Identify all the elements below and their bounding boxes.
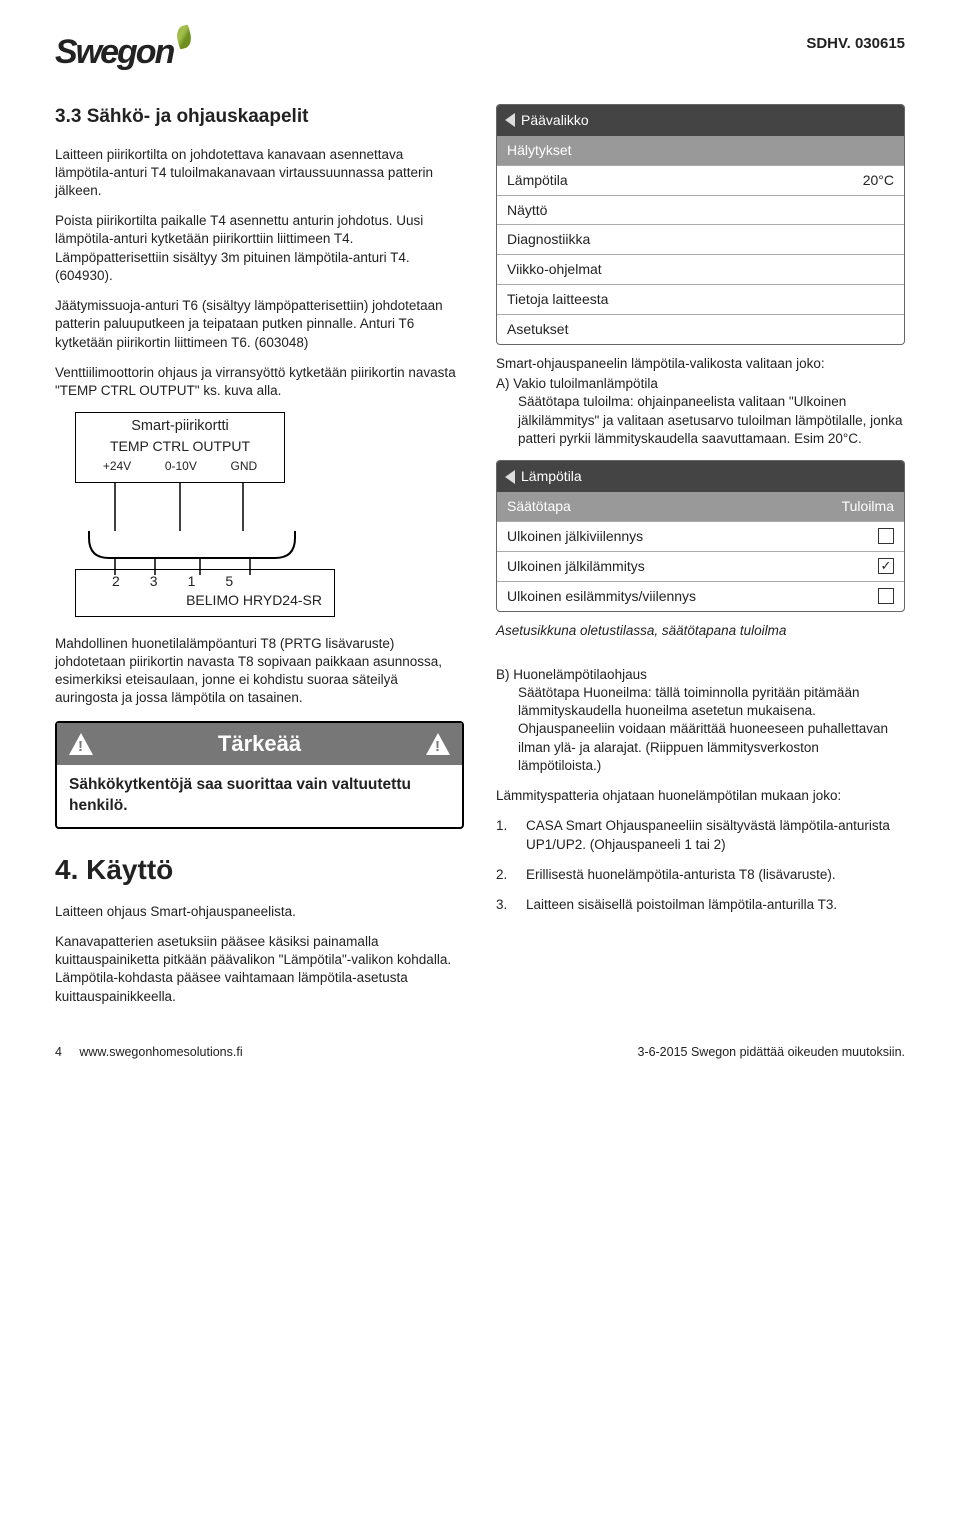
menu-header[interactable]: Lämpötila bbox=[497, 461, 904, 492]
menu-item-label: Lämpötila bbox=[507, 171, 568, 190]
menu-item-week-programs[interactable]: Viikko-ohjelmat bbox=[497, 254, 904, 284]
paragraph: Laitteen ohjaus Smart-ohjauspaneelista. bbox=[55, 903, 464, 921]
smart-card-box: Smart-piirikortti TEMP CTRL OUTPUT +24V … bbox=[75, 412, 285, 483]
list-number: 2. bbox=[496, 866, 514, 884]
wire-svg bbox=[75, 483, 335, 575]
paragraph: Laitteen piirikortilta on johdotettava k… bbox=[55, 146, 464, 201]
menu-sub-label-right: Tuloilma bbox=[842, 497, 894, 516]
paragraph: Kanavapatterien asetuksiin pääsee käsiks… bbox=[55, 933, 464, 1006]
section-heading: 4. Käyttö bbox=[55, 851, 464, 889]
menu-item-label: Viikko-ohjelmat bbox=[507, 260, 602, 279]
menu-subheader[interactable]: Hälytykset bbox=[497, 136, 904, 165]
paragraph: Mahdollinen huonetilalämpöanturi T8 (PRT… bbox=[55, 635, 464, 708]
option-b-body: Säätötapa Huoneilma: tällä toiminnolla p… bbox=[496, 684, 905, 775]
section-heading: 3.3 Sähkö- ja ohjauskaapelit bbox=[55, 104, 464, 130]
menu-item-external-heating[interactable]: Ulkoinen jälkilämmitys ✓ bbox=[497, 551, 904, 581]
list-number: 1. bbox=[496, 817, 514, 853]
back-icon[interactable] bbox=[505, 113, 515, 127]
checkbox-icon[interactable] bbox=[878, 528, 894, 544]
menu-item-label: Ulkoinen jälkilämmitys bbox=[507, 557, 645, 576]
paragraph: Poista piirikortilta paikalle T4 asennet… bbox=[55, 212, 464, 285]
belimo-box: 2 3 1 5 BELIMO HRYD24-SR bbox=[75, 569, 335, 617]
logo: Swegon bbox=[55, 30, 191, 76]
menu-note: Asetusikkuna oletustilassa, säätötapana … bbox=[496, 622, 905, 640]
paragraph: Smart-ohjauspaneelin lämpötila-valikosta… bbox=[496, 355, 905, 373]
menu-item-temperature[interactable]: Lämpötila 20°C bbox=[497, 165, 904, 195]
menu-item-settings[interactable]: Asetukset bbox=[497, 314, 904, 344]
main-menu-panel: Päävalikko Hälytykset Lämpötila 20°C Näy… bbox=[496, 104, 905, 345]
checkbox-icon[interactable]: ✓ bbox=[878, 558, 894, 574]
page-header: Swegon SDHV. 030615 bbox=[55, 30, 905, 76]
option-a-body: Säätötapa tuloilma: ohjainpaneelista val… bbox=[496, 393, 905, 448]
output-label: TEMP CTRL OUTPUT bbox=[86, 437, 274, 456]
important-header: Tärkeää bbox=[57, 723, 462, 765]
menu-sub-label-left: Säätötapa bbox=[507, 497, 571, 516]
terminal-row: +24V 0-10V GND bbox=[86, 458, 274, 474]
menu-header[interactable]: Päävalikko bbox=[497, 105, 904, 136]
page-footer: 4 www.swegonhomesolutions.fi 3-6-2015 Sw… bbox=[55, 1044, 905, 1061]
checkbox-icon[interactable] bbox=[878, 588, 894, 604]
list-number: 3. bbox=[496, 896, 514, 914]
list-item: 3. Laitteen sisäisellä poistoilman lämpöt… bbox=[496, 896, 905, 914]
footer-url: www.swegonhomesolutions.fi bbox=[79, 1045, 242, 1059]
menu-item-value: 20°C bbox=[863, 171, 894, 190]
terminal-label: GND bbox=[230, 458, 257, 474]
left-column: 3.3 Sähkö- ja ohjauskaapelit Laitteen pi… bbox=[55, 104, 464, 1018]
menu-subheader[interactable]: Säätötapa Tuloilma bbox=[497, 492, 904, 521]
wiring-diagram: Smart-piirikortti TEMP CTRL OUTPUT +24V … bbox=[75, 412, 464, 616]
menu-item-label: Asetukset bbox=[507, 320, 568, 339]
document-code: SDHV. 030615 bbox=[806, 34, 905, 54]
menu-item-diagnostics[interactable]: Diagnostiikka bbox=[497, 224, 904, 254]
list-text: CASA Smart Ohjauspaneeliin sisältyvästä … bbox=[526, 817, 905, 853]
menu-item-device-info[interactable]: Tietoja laitteesta bbox=[497, 284, 904, 314]
leaf-icon bbox=[175, 25, 194, 50]
list-text: Laitteen sisäisellä poistoilman lämpötil… bbox=[526, 896, 837, 914]
paragraph: Jäätymissuoja-anturi T6 (sisältyy lämpöp… bbox=[55, 297, 464, 352]
menu-sub-label: Hälytykset bbox=[507, 141, 572, 160]
menu-title: Lämpötila bbox=[521, 467, 582, 486]
footer-left: 4 www.swegonhomesolutions.fi bbox=[55, 1044, 243, 1061]
menu-title: Päävalikko bbox=[521, 111, 589, 130]
menu-item-label: Ulkoinen jälkiviilennys bbox=[507, 527, 643, 546]
option-a-title: A) Vakio tuloilmanlämpötila bbox=[496, 375, 905, 393]
menu-item-label: Näyttö bbox=[507, 201, 547, 220]
paragraph: Lämmityspatteria ohjataan huonelämpötila… bbox=[496, 787, 905, 805]
menu-item-label: Tietoja laitteesta bbox=[507, 290, 608, 309]
option-b-title: B) Huonelämpötilaohjaus bbox=[496, 666, 905, 684]
temperature-menu-panel: Lämpötila Säätötapa Tuloilma Ulkoinen jä… bbox=[496, 460, 905, 611]
numbered-list: 1. CASA Smart Ohjauspaneeliin sisältyväst… bbox=[496, 817, 905, 914]
content-columns: 3.3 Sähkö- ja ohjauskaapelit Laitteen pi… bbox=[55, 104, 905, 1018]
terminal-label: +24V bbox=[103, 458, 131, 474]
important-body: Sähkökytkentöjä saa suorittaa vain valtu… bbox=[57, 765, 462, 827]
warning-icon bbox=[426, 733, 450, 755]
warning-icon bbox=[69, 733, 93, 755]
right-column: Päävalikko Hälytykset Lämpötila 20°C Näy… bbox=[496, 104, 905, 1018]
card-title: Smart-piirikortti bbox=[86, 417, 274, 437]
wires bbox=[75, 483, 285, 573]
footer-right: 3-6-2015 Swegon pidättää oikeuden muutok… bbox=[637, 1044, 905, 1061]
list-text: Erillisestä huonelämpötila-anturista T8 … bbox=[526, 866, 836, 884]
menu-item-external-preheat-cool[interactable]: Ulkoinen esilämmitys/viilennys bbox=[497, 581, 904, 611]
page-number: 4 bbox=[55, 1045, 62, 1059]
menu-item-label: Diagnostiikka bbox=[507, 230, 590, 249]
menu-item-display[interactable]: Näyttö bbox=[497, 195, 904, 225]
menu-item-label: Ulkoinen esilämmitys/viilennys bbox=[507, 587, 696, 606]
terminal-label: 0-10V bbox=[165, 458, 197, 474]
menu-item-external-cooling[interactable]: Ulkoinen jälkiviilennys bbox=[497, 521, 904, 551]
list-item: 2. Erillisestä huonelämpötila-anturista T… bbox=[496, 866, 905, 884]
logo-text: Swegon bbox=[55, 30, 173, 76]
belimo-label: BELIMO HRYD24-SR bbox=[84, 591, 326, 610]
paragraph: Venttiilimoottorin ohjaus ja virransyött… bbox=[55, 364, 464, 400]
important-title: Tärkeää bbox=[93, 729, 426, 759]
list-item: 1. CASA Smart Ohjauspaneeliin sisältyväst… bbox=[496, 817, 905, 853]
back-icon[interactable] bbox=[505, 470, 515, 484]
important-box: Tärkeää Sähkökytkentöjä saa suorittaa va… bbox=[55, 721, 464, 829]
